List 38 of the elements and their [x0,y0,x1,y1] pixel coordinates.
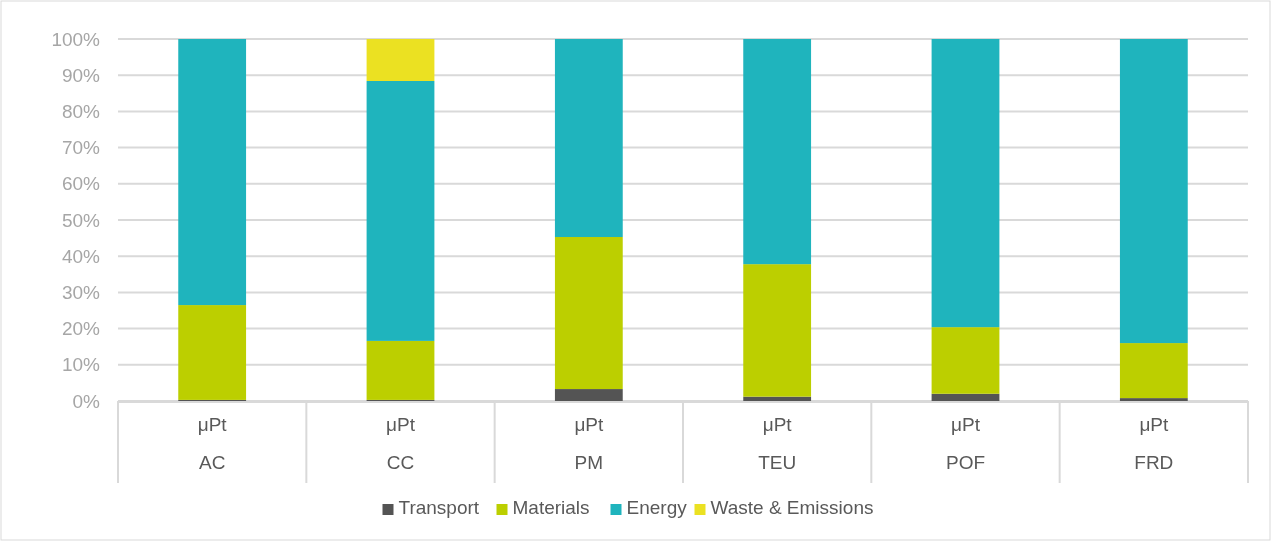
x-tick-label: μPt FRD [1134,414,1174,473]
x-tick-label: μPt PM [574,414,604,473]
legend-label: Transport [398,497,480,518]
legend-label: Waste & Emissions [710,497,874,518]
bar [743,264,812,397]
y-tick-label: 10% [61,354,101,376]
legend-label: Energy [626,497,688,518]
x-tick-label: μPt TEU [758,414,797,473]
bar [366,80,435,341]
bar [1119,39,1188,344]
bar [554,389,623,401]
y-tick-label: 30% [61,282,101,304]
legend-label: Materials [512,497,590,518]
y-tick-label: 40% [61,245,101,267]
bar [366,340,435,400]
bar [178,305,247,400]
y-tick-label: 0% [72,390,101,412]
x-tick-label: μPt CC [386,414,416,473]
bar [1119,398,1188,401]
bar [931,39,1000,328]
x-tick-label: μPt AC [197,414,228,473]
y-tick-label: 80% [61,101,101,123]
bar [743,39,812,265]
y-tick-label: 90% [61,64,101,86]
y-tick-label: 60% [61,173,101,195]
bar [554,237,623,390]
y-tick-label: 100% [51,28,101,50]
y-tick-label: 50% [61,209,101,231]
bar [366,39,435,81]
bar [178,39,247,306]
y-tick-label: 20% [61,318,101,340]
bar [743,396,812,401]
bar [931,393,1000,401]
bar [931,327,1000,394]
bar [1119,343,1188,399]
bar [554,39,623,238]
x-tick-label: μPt POF [945,414,986,473]
y-tick-label: 70% [61,137,101,159]
